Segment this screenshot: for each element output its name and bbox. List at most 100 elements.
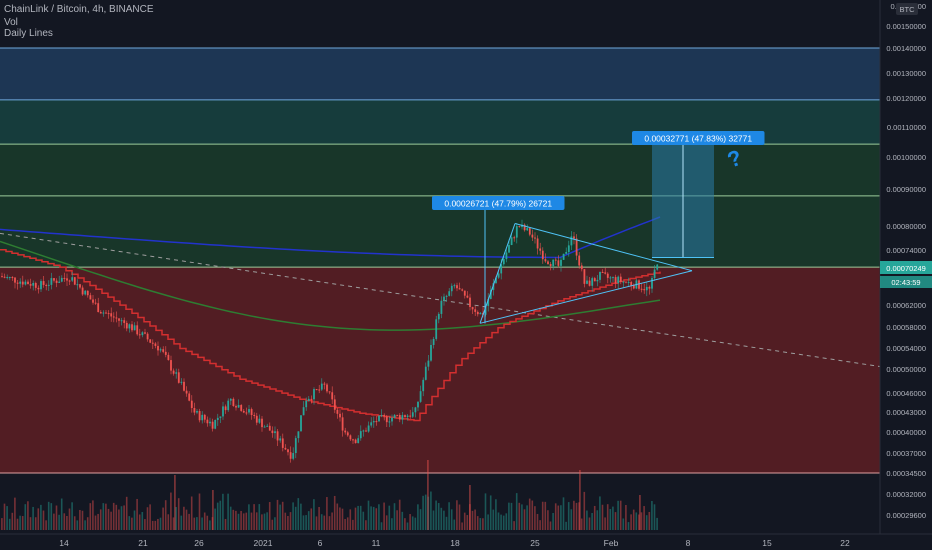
volume-bar: [29, 517, 32, 530]
volume-bar: [562, 497, 565, 530]
volume-bar: [63, 513, 66, 530]
price-tick-label: 0.00040000: [886, 428, 926, 437]
volume-bar: [289, 512, 292, 530]
price-tick-label: 0.00034500: [886, 469, 926, 478]
candle: [159, 349, 162, 351]
daily-lines-indicator-label[interactable]: Daily Lines: [4, 28, 53, 39]
candle: [453, 285, 456, 287]
candle: [365, 430, 367, 432]
volume-bar: [76, 520, 79, 530]
candle: [393, 414, 396, 418]
candle: [198, 411, 201, 421]
volume-bar: [268, 502, 271, 530]
candle: [474, 309, 477, 312]
candle: [326, 384, 328, 392]
volume-bar: [580, 518, 583, 530]
volume-bar: [45, 520, 47, 530]
volume-bar: [245, 512, 248, 530]
volume-bar: [645, 515, 648, 530]
volume-bar: [453, 519, 456, 530]
volume-bar: [552, 512, 554, 530]
candle: [206, 419, 209, 424]
volume-bar: [518, 502, 521, 530]
candle: [448, 291, 451, 296]
candle: [619, 276, 622, 282]
volume-bar: [19, 515, 21, 530]
candle: [14, 277, 16, 283]
candle: [357, 438, 360, 444]
candle: [175, 372, 178, 374]
volume-bar: [383, 502, 385, 530]
volume-bar: [255, 512, 258, 530]
measure-label-1-text: 0.00026721 (47.79%) 26721: [444, 199, 552, 209]
volume-bar: [21, 516, 24, 530]
volume-bar: [310, 508, 313, 530]
candle: [193, 408, 196, 413]
candle: [313, 389, 315, 400]
volume-bar: [406, 522, 409, 530]
last-price-tag: [880, 261, 932, 274]
candle: [261, 418, 263, 428]
volume-bar: [120, 506, 123, 530]
volume-bar: [458, 504, 461, 530]
candle: [105, 312, 107, 314]
candle: [411, 412, 414, 417]
volume-bar: [375, 508, 378, 530]
volume-bar: [437, 503, 440, 530]
currency-badge-text: BTC: [900, 5, 916, 14]
candle: [396, 414, 399, 416]
volume-bar: [302, 515, 305, 530]
candle: [97, 303, 100, 313]
volume-bar: [570, 509, 573, 530]
time-tick-label: Feb: [604, 538, 619, 548]
volume-bar: [99, 509, 102, 530]
time-tick-label: 2021: [254, 538, 273, 548]
volume-bar: [349, 509, 352, 530]
volume-bar: [53, 513, 55, 530]
price-tick-label: 0.00080000: [886, 222, 926, 231]
candle: [461, 289, 464, 291]
candle: [627, 281, 630, 283]
candle: [71, 277, 74, 281]
volume-bar: [157, 518, 159, 530]
candle: [281, 438, 284, 448]
candle: [549, 264, 552, 267]
candle: [289, 452, 292, 459]
candle: [86, 290, 89, 296]
candle: [614, 277, 617, 284]
volume-bar: [614, 512, 617, 530]
candle: [593, 278, 596, 282]
candle: [32, 282, 35, 286]
triangle-left-line: [479, 223, 516, 324]
candle: [302, 407, 305, 416]
candle: [315, 389, 318, 391]
candle: [632, 285, 635, 289]
candle: [586, 280, 588, 284]
volume-indicator-label[interactable]: Vol: [4, 17, 18, 28]
time-axis-bg: [0, 534, 932, 550]
candle: [37, 287, 40, 290]
candle: [55, 280, 58, 283]
candle: [656, 264, 659, 270]
candle: [292, 453, 295, 459]
candle: [24, 281, 27, 285]
symbol-title: ChainLink / Bitcoin, 4h, BINANCE: [4, 4, 154, 15]
volume-bar: [378, 504, 380, 530]
candle: [66, 278, 68, 281]
candle: [648, 286, 651, 289]
candle: [346, 432, 349, 436]
volume-bars: [1, 460, 658, 530]
candle: [430, 344, 432, 361]
candle: [8, 277, 11, 279]
candle: [372, 421, 375, 423]
time-tick-label: 14: [59, 538, 69, 548]
candle: [541, 250, 544, 260]
candle: [300, 415, 302, 432]
candle: [146, 333, 149, 340]
candle: [424, 366, 427, 380]
volume-bar: [326, 497, 328, 530]
candle: [554, 259, 557, 261]
candle: [414, 407, 417, 413]
